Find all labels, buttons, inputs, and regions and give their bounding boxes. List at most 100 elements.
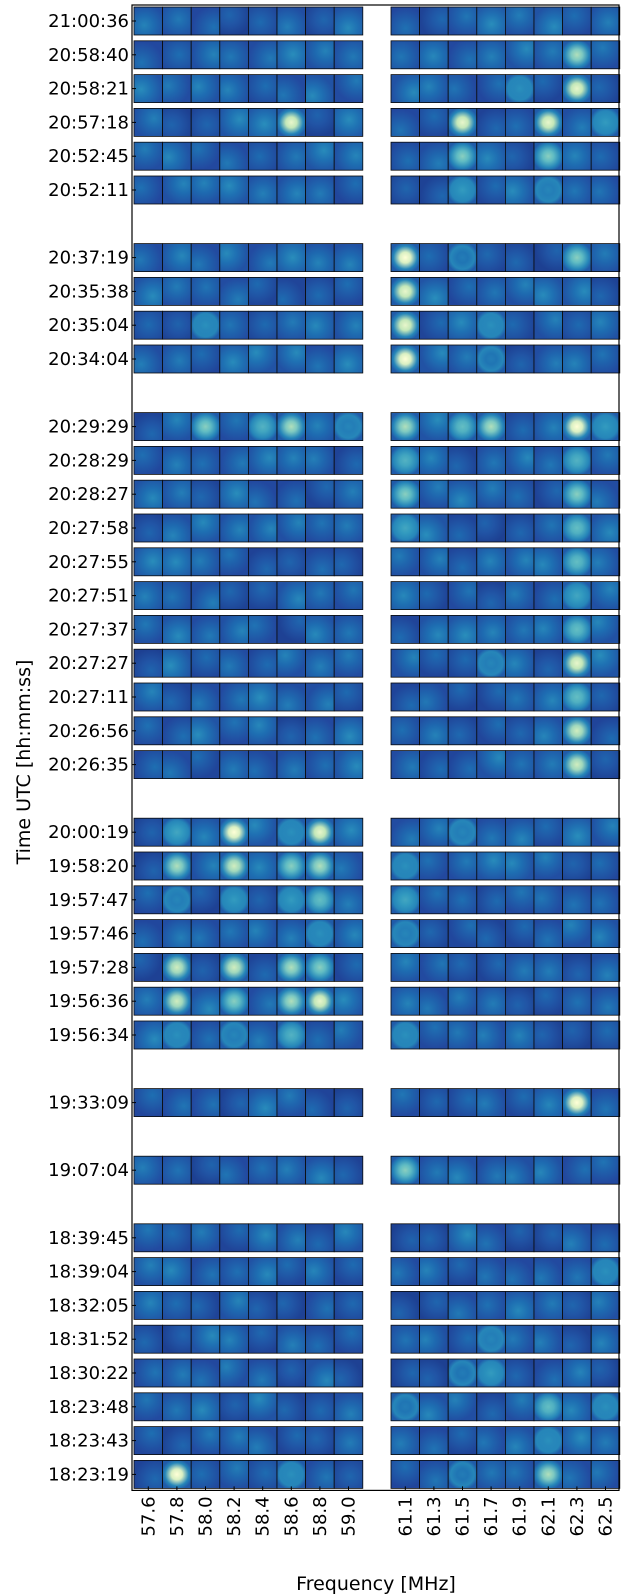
heatmap-cell — [504, 513, 535, 543]
heatmap-cell — [133, 1223, 164, 1253]
heatmap-cell — [562, 953, 592, 982]
heatmap-cell — [190, 851, 221, 881]
heatmap-cell — [533, 1020, 564, 1050]
heatmap-cell — [476, 175, 506, 205]
heatmap-cell — [219, 479, 249, 509]
heatmap-cell — [590, 716, 621, 746]
heatmap-cell — [276, 513, 307, 543]
heatmap-cell — [447, 648, 478, 678]
heatmap-cell — [390, 243, 421, 273]
heatmap-cell — [590, 513, 621, 543]
heatmap-cell — [162, 40, 192, 70]
heatmap-cell — [276, 412, 307, 442]
x-tick-label: 58.2 — [224, 1496, 245, 1536]
heatmap-cell — [533, 412, 564, 442]
heatmap-cell — [219, 1257, 249, 1286]
heatmap-cell — [562, 682, 592, 712]
heatmap-cell — [476, 1223, 506, 1253]
y-tick-label: 20:35:38 — [48, 281, 129, 302]
heatmap-cell — [476, 1155, 506, 1185]
heatmap-cell — [504, 1155, 535, 1185]
plot-frame — [131, 4, 620, 1492]
heatmap-cell — [305, 750, 335, 779]
heatmap-cell — [305, 1223, 335, 1253]
heatmap-cell — [504, 1324, 535, 1354]
heatmap-cell — [190, 1020, 221, 1050]
heatmap-cell — [590, 648, 621, 678]
heatmap-cell — [504, 243, 535, 273]
heatmap-cell — [219, 648, 249, 678]
heatmap-cell — [476, 108, 506, 137]
heatmap-cell — [276, 648, 307, 678]
heatmap-cell — [533, 581, 564, 610]
heatmap-cell — [419, 74, 449, 103]
heatmap-cell — [533, 108, 564, 137]
heatmap-cell — [219, 141, 249, 171]
heatmap-cell — [504, 885, 535, 915]
heatmap-cell — [590, 1460, 621, 1489]
x-tick-label: 62.1 — [538, 1496, 559, 1536]
heatmap-cell — [162, 479, 192, 509]
heatmap-cell — [133, 1020, 164, 1050]
y-tick-label: 20:26:35 — [48, 755, 129, 776]
heatmap-cell — [190, 615, 221, 644]
heatmap-cell — [390, 851, 421, 881]
heatmap-cell — [504, 682, 535, 712]
heatmap-cell — [190, 648, 221, 678]
heatmap-cell — [390, 6, 421, 36]
heatmap-cell — [419, 479, 449, 509]
heatmap-cell — [504, 1223, 535, 1253]
heatmap-cell — [533, 276, 564, 306]
heatmap-cell — [190, 1324, 221, 1354]
heatmap-cell — [162, 310, 192, 340]
heatmap-cell — [533, 682, 564, 712]
heatmap-cell — [419, 547, 449, 577]
heatmap-cell — [190, 141, 221, 171]
x-tick-label: 62.5 — [596, 1496, 617, 1536]
heatmap-cell — [133, 953, 164, 982]
frame-layer — [131, 4, 620, 1492]
heatmap-cell — [390, 1257, 421, 1286]
heatmap-cell — [333, 310, 364, 340]
heatmap-cell — [247, 1324, 278, 1354]
heatmap-cell — [447, 310, 478, 340]
heatmap-cell — [504, 648, 535, 678]
heatmap-cell — [133, 1358, 164, 1388]
heatmap-cell — [333, 1460, 364, 1489]
heatmap-cell — [247, 1460, 278, 1489]
heatmap-cell — [305, 1257, 335, 1286]
heatmap-cell — [190, 986, 221, 1016]
y-tick-label: 18:39:45 — [48, 1228, 129, 1249]
heatmap-cell — [504, 108, 535, 137]
heatmap-cell — [504, 445, 535, 475]
heatmap-cell — [562, 1392, 592, 1422]
heatmap-cell — [562, 648, 592, 678]
heatmap-cell — [504, 276, 535, 306]
heatmap-cell — [133, 648, 164, 678]
heatmap-cell — [219, 243, 249, 273]
heatmap-cell — [419, 953, 449, 982]
heatmap-cell — [219, 1020, 249, 1050]
heatmap-cell — [162, 243, 192, 273]
heatmap-cell — [219, 581, 249, 610]
heatmap-cell — [390, 40, 421, 70]
heatmap-cell — [447, 1291, 478, 1320]
heatmap-cell — [219, 750, 249, 779]
heatmap-cell — [162, 885, 192, 915]
y-tick-label: 19:57:47 — [48, 890, 129, 911]
heatmap-cell — [247, 919, 278, 948]
heatmap-cell — [333, 1257, 364, 1286]
heatmap-cell — [504, 1291, 535, 1320]
heatmap-cell — [276, 74, 307, 103]
heatmap-cell — [590, 1291, 621, 1320]
heatmap-cell — [504, 547, 535, 577]
heatmap-cell — [305, 1358, 335, 1388]
heatmap-cell — [162, 547, 192, 577]
heatmap-cell — [276, 344, 307, 374]
heatmap-cell — [133, 615, 164, 644]
heatmap-cell — [419, 1324, 449, 1354]
heatmap-cell — [419, 1426, 449, 1455]
heatmap-cell — [162, 412, 192, 442]
y-tick-label: 20:27:37 — [48, 619, 129, 640]
